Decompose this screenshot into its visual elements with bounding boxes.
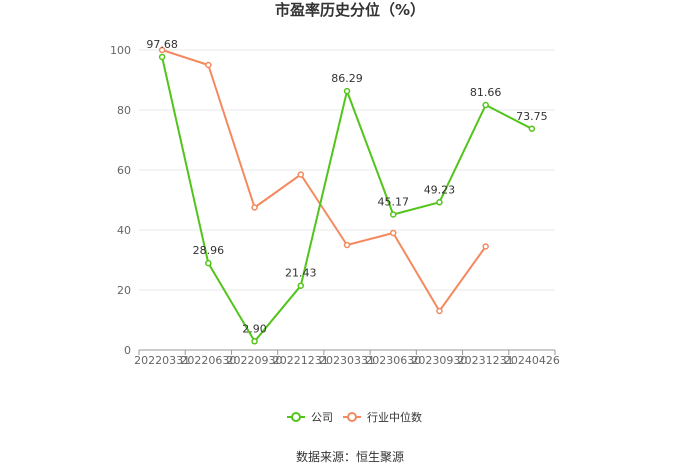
y-tick-label: 60 — [117, 164, 131, 177]
y-tick-label: 100 — [110, 44, 131, 57]
data-label: 81.66 — [470, 86, 502, 99]
x-tick-label: 20221231 — [273, 354, 329, 367]
legend-label-industry: 行业中位数 — [367, 410, 422, 424]
data-point-company — [436, 199, 443, 206]
series-line-industry — [161, 49, 487, 312]
legend-label-company: 公司 — [311, 411, 333, 424]
data-label: 45.17 — [377, 195, 409, 208]
legend-marker-industry — [347, 412, 357, 422]
legend-item-industry[interactable]: 行业中位数 — [343, 410, 422, 424]
data-point-company — [158, 53, 166, 61]
data-point-company — [482, 101, 489, 109]
series-line-company — [161, 56, 533, 343]
data-point-company — [205, 259, 212, 267]
x-tick-label: 20220930 — [227, 354, 283, 367]
data-point-industry — [297, 171, 305, 178]
data-label: 73.75 — [516, 110, 548, 123]
x-tick-label: 20220331 — [134, 354, 190, 367]
data-label: 21.43 — [285, 267, 317, 280]
data-point-industry — [482, 243, 489, 250]
x-tick-label: 20231231 — [458, 354, 514, 367]
data-point-company — [528, 125, 536, 132]
source-note: 数据来源：恒生聚源 — [296, 449, 404, 464]
data-label: 28.96 — [193, 244, 225, 257]
x-tick-label: 20230630 — [365, 354, 421, 367]
x-tick-label: 20230930 — [411, 354, 467, 367]
legend-item-company[interactable]: 公司 — [287, 411, 333, 424]
data-label: 49.23 — [424, 183, 456, 196]
data-point-company — [343, 87, 351, 95]
x-tick-label: 20240426 — [504, 354, 560, 367]
x-tick-label: 20220630 — [180, 354, 236, 367]
data-point-company — [389, 211, 397, 218]
data-point-industry — [389, 229, 397, 237]
grid-layer — [139, 49, 555, 291]
y-tick-label: 80 — [117, 104, 131, 117]
x-tick-label: 20230331 — [319, 354, 375, 367]
data-label: 86.29 — [331, 72, 363, 85]
data-point-industry — [205, 61, 212, 69]
data-point-industry — [158, 46, 166, 54]
data-point-industry — [343, 241, 351, 249]
data-label: 97.68 — [146, 38, 178, 51]
data-label-layer: 97.68 28.96 2.90 21.43 86.29 45.17 49.23 81.66 7… — [146, 38, 547, 335]
legend[interactable]: 公司 行业中位数 — [287, 410, 422, 424]
axis-layer: 0 20 40 60 80 100 2022033120220630202209302022… — [110, 44, 560, 367]
y-tick-label: 0 — [124, 344, 131, 357]
data-point-company — [297, 282, 305, 289]
data-label: 2.90 — [242, 322, 267, 335]
y-tick-label: 20 — [117, 284, 131, 297]
y-tick-label: 40 — [117, 224, 131, 237]
chart-title: 市盈率历史分位（%） — [275, 1, 425, 19]
data-point-industry — [436, 307, 443, 315]
legend-marker-company — [291, 412, 301, 422]
data-point-company — [251, 338, 258, 345]
series-layer — [158, 46, 536, 345]
data-point-industry — [251, 204, 258, 211]
